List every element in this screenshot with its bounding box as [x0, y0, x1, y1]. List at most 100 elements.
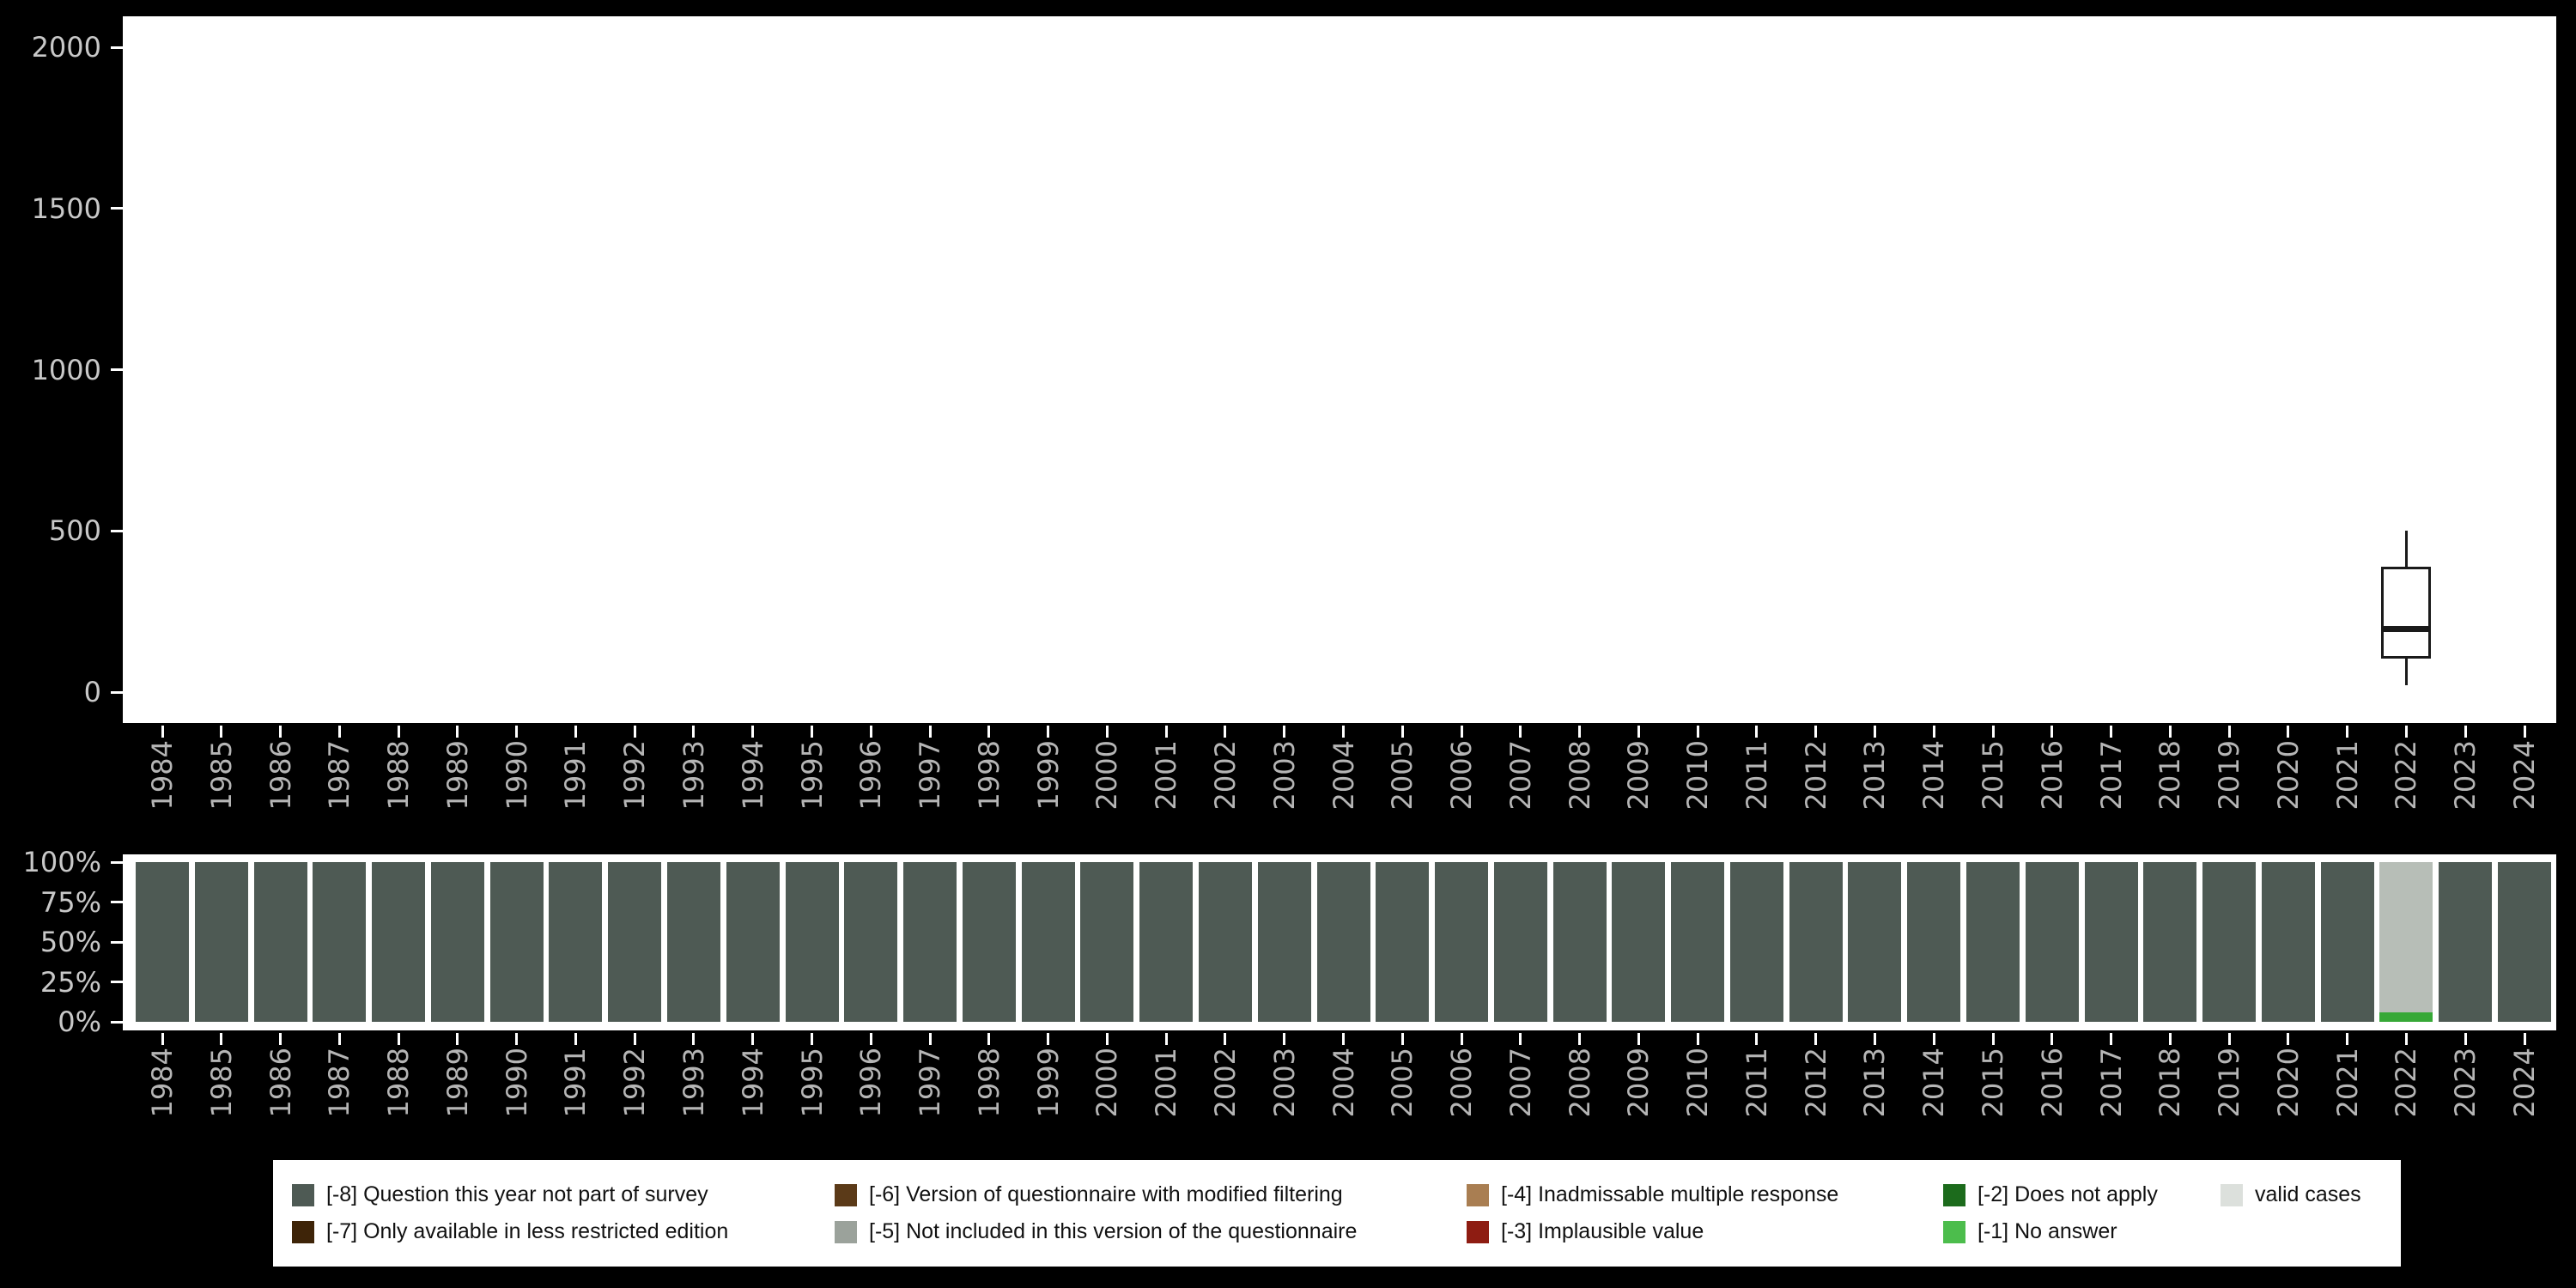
x-axis-year-label: 2002 [1208, 740, 1242, 811]
stacked-bar-2013 [1848, 862, 1902, 1022]
legend-item: valid cases [2221, 1182, 2401, 1207]
stacked-bar-1989 [430, 862, 484, 1022]
legend-swatch--6 [835, 1183, 857, 1206]
bar-segment [372, 862, 426, 1022]
x-axis-tick-mark [811, 1033, 814, 1045]
x-axis-tick-mark [2227, 1033, 2231, 1045]
x-axis-year-label: 1991 [559, 1048, 592, 1118]
x-axis-tick-mark [1342, 1033, 1345, 1045]
y-axis-tick-mark [111, 529, 123, 532]
x-axis-year-label: 1987 [323, 1048, 356, 1118]
x-axis-year-label: 2008 [1563, 1048, 1596, 1118]
y-axis-tick-label: 2000 [31, 31, 101, 64]
x-axis-tick-mark [692, 726, 696, 738]
stacked-bar-2008 [1552, 862, 1607, 1022]
stacked-bar-2012 [1789, 862, 1843, 1022]
x-axis-year-label: 2005 [1386, 740, 1419, 811]
bar-segment [1021, 862, 1075, 1022]
bar-segment [1198, 862, 1252, 1022]
stacked-bar-panel [123, 854, 2556, 1030]
stacked-bar-1986 [253, 862, 307, 1022]
x-axis-year-label: 2017 [2094, 740, 2128, 811]
x-axis-tick-mark [869, 726, 872, 738]
stacked-bar-2005 [1376, 862, 1430, 1022]
bar-segment [1966, 862, 2020, 1022]
x-axis-year-label: 1997 [914, 740, 947, 811]
x-axis-year-label: 1996 [854, 1048, 888, 1118]
legend-swatch--2 [1943, 1183, 1965, 1206]
x-axis-year-label: 1992 [618, 1048, 652, 1118]
x-axis-year-label: 1989 [440, 1048, 474, 1118]
x-axis-tick-mark [1105, 726, 1109, 738]
percent-axis-tick-mark [111, 1020, 123, 1024]
bar-segment [136, 862, 189, 1022]
bar-segment [549, 862, 603, 1022]
stacked-bar-1999 [1021, 862, 1075, 1022]
legend-label: [-4] Inadmissable multiple response [1501, 1182, 1839, 1206]
stacked-bar-1985 [194, 862, 248, 1022]
x-axis-year-label: 2007 [1504, 1048, 1537, 1118]
stacked-bar-2015 [1966, 862, 2020, 1022]
x-axis-year-label: 2015 [1977, 1048, 2010, 1118]
legend-label: [-2] Does not apply [1978, 1182, 2158, 1206]
x-axis-year-label: 2019 [2213, 1048, 2246, 1118]
x-axis-year-label: 2010 [1681, 740, 1715, 811]
x-axis-year-label: 1986 [264, 740, 297, 811]
x-axis-tick-mark [397, 726, 400, 738]
x-axis-tick-mark [2110, 726, 2113, 738]
stacked-bar-2000 [1080, 862, 1134, 1022]
x-axis-tick-mark [2346, 1033, 2349, 1045]
stacked-bar-1996 [844, 862, 898, 1022]
stacked-bar-2004 [1316, 862, 1370, 1022]
legend-swatch--8 [292, 1183, 314, 1206]
x-axis-tick-mark [2464, 1033, 2467, 1045]
x-axis-tick-mark [2523, 726, 2526, 738]
bar-segment [1552, 862, 1607, 1022]
x-axis-year-label: 2001 [1150, 1048, 1183, 1118]
x-axis-tick-mark [2168, 726, 2172, 738]
stacked-bar-1990 [489, 862, 544, 1022]
x-axis-tick-mark [2287, 1033, 2290, 1045]
x-axis-year-label: 1999 [1031, 740, 1065, 811]
x-axis-year-label: 1996 [854, 740, 888, 811]
y-axis-tick-mark [111, 207, 123, 210]
stacked-bar-1987 [313, 862, 367, 1022]
x-axis-year-label: 1984 [146, 1048, 179, 1118]
x-axis-tick-mark [1400, 1033, 1404, 1045]
legend-label: [-8] Question this year not part of surv… [326, 1182, 708, 1206]
bar-segment [2261, 862, 2315, 1022]
x-axis-tick-mark [515, 726, 519, 738]
bar-segment [726, 862, 780, 1022]
bar-segment [844, 862, 898, 1022]
x-axis-year-label: 1993 [677, 740, 710, 811]
x-axis-year-label: 2020 [2271, 1048, 2305, 1118]
x-axis-year-label: 1999 [1031, 1048, 1065, 1118]
x-axis-tick-mark [1696, 726, 1699, 738]
legend-label: [-7] Only available in less restricted e… [326, 1219, 729, 1243]
x-axis-tick-mark [692, 1033, 696, 1045]
x-axis-year-label: 1988 [382, 1048, 416, 1118]
x-axis-tick-mark [633, 726, 636, 738]
legend-label: [-3] Implausible value [1501, 1219, 1704, 1243]
y-axis-tick-label: 0 [83, 676, 101, 708]
x-axis-year-label: 1993 [677, 1048, 710, 1118]
x-axis-tick-mark [220, 1033, 223, 1045]
percent-axis-tick-label: 50% [39, 926, 101, 958]
stacked-bar-2006 [1435, 862, 1489, 1022]
x-axis-year-label: 1985 [204, 1048, 238, 1118]
x-axis-year-label: 2024 [2508, 740, 2541, 811]
x-axis-tick-mark [1519, 1033, 1522, 1045]
x-axis-year-label: 1990 [500, 740, 533, 811]
bar-segment [1729, 862, 1783, 1022]
percent-axis-tick-mark [111, 940, 123, 944]
bar-segment [430, 862, 484, 1022]
bar-segment [2084, 862, 2138, 1022]
stacked-bar-2020 [2261, 862, 2315, 1022]
x-axis-year-label: 2017 [2094, 1048, 2128, 1118]
y-axis-tick-label: 500 [48, 514, 101, 548]
bar-segment [903, 862, 957, 1022]
boxplot-box [2381, 566, 2432, 659]
stacked-bar-2007 [1493, 862, 1547, 1022]
legend-label: [-5] Not included in this version of the… [869, 1219, 1358, 1243]
x-axis-tick-mark [2168, 1033, 2172, 1045]
